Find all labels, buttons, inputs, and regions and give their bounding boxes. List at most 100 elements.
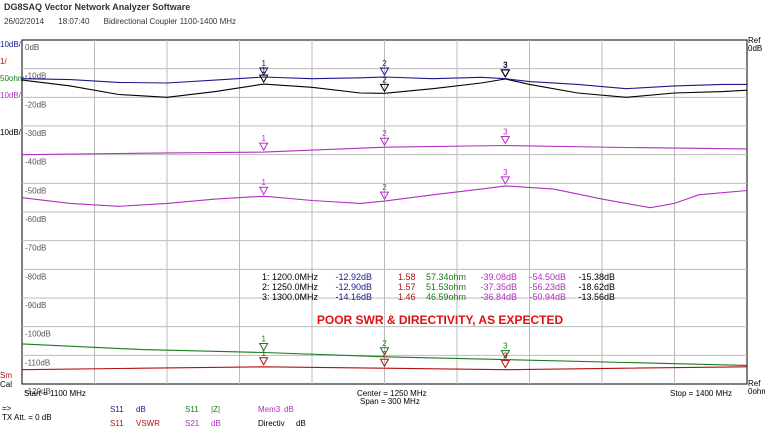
marker-number: 2	[382, 350, 387, 359]
marker-table-cell: 51.53ohm	[426, 282, 466, 292]
marker-triangle	[500, 69, 511, 78]
arrow-indicator: =>	[2, 404, 12, 413]
legend-item[interactable]: S11 |Z|	[185, 405, 220, 414]
marker-number: 1	[261, 349, 266, 358]
ref-value-top: 0dB	[748, 44, 763, 53]
legend-trace-name: S21	[185, 419, 200, 428]
marker-table-cell: -15.38dB	[578, 272, 615, 282]
legend-item[interactable]: S11 dB	[110, 405, 146, 414]
legend-trace-name: Mem3	[258, 405, 281, 414]
marker-number: 3	[503, 168, 508, 177]
y-tick-label: -30dB	[25, 129, 46, 138]
left-scale-label: 1/	[0, 57, 7, 66]
y-tick-label: -80dB	[25, 272, 46, 281]
marker-triangle	[379, 191, 390, 201]
legend-item[interactable]: Mem3 dB	[258, 405, 294, 414]
marker-number: 2	[382, 339, 387, 348]
marker-table-cell: -56.23dB	[529, 282, 566, 292]
marker-table-cell: -18.62dB	[578, 282, 615, 292]
marker-number: 1	[261, 334, 266, 343]
legend-trace-format: dB	[211, 419, 221, 428]
marker-table: 1: 1200.0MHz -12.92dB 1.58 57.34ohm -39.08dB…	[262, 272, 615, 302]
ref-label-bottom: Ref	[748, 379, 761, 388]
y-tick-label: -90dB	[25, 301, 46, 310]
left-bottom-label: Cal	[0, 380, 13, 389]
ref-value-bottom: 0ohm	[748, 387, 765, 396]
trace-line	[21, 185, 748, 209]
legend-item[interactable]: S21 dB	[185, 419, 221, 428]
marker-triangle	[379, 358, 390, 368]
marker-triangle	[500, 69, 511, 78]
marker-triangle	[500, 360, 511, 369]
date-label: 26/02/2014	[4, 17, 45, 26]
y-tick-label: -20dB	[25, 100, 46, 109]
trace-line	[21, 343, 748, 366]
marker-triangle	[379, 137, 390, 147]
marker-table-cell: -14.16dB	[335, 292, 372, 302]
marker-table-cell: 1.58	[398, 272, 416, 282]
marker-number: 1	[261, 134, 266, 143]
marker-number: 3	[503, 127, 508, 136]
y-tick-label: -100dB	[25, 330, 51, 339]
left-scale-label: 10dB/	[0, 40, 21, 49]
left-scale-label: 10dB/	[0, 128, 21, 137]
y-tick-label: -60dB	[25, 215, 46, 224]
legend-item[interactable]: S11 VSWR	[110, 419, 160, 428]
marker-number: 2	[382, 183, 387, 192]
ref-label-top: Ref	[748, 36, 761, 45]
annotation-text: POOR SWR & DIRECTIVITY, AS EXPECTED	[317, 313, 564, 327]
marker-number: 2	[382, 75, 387, 84]
y-tick-label: -40dB	[25, 158, 46, 167]
marker-number: 3	[503, 61, 508, 70]
time-label: 18:07:40	[58, 17, 90, 26]
marker-triangle	[500, 135, 511, 145]
left-scale-label: 50ohm/	[0, 74, 27, 83]
legend-trace-format: dB	[284, 405, 294, 414]
legend-trace-name: Directiv	[258, 419, 285, 428]
subtitle-line: 26/02/2014 18:07:40 Bidirectional Couple…	[4, 17, 248, 26]
span-label: Span = 300 MHz	[360, 397, 420, 406]
marker-table-cell: -36.84dB	[480, 292, 517, 302]
marker-triangle	[258, 342, 269, 352]
marker-triangle	[258, 357, 269, 366]
y-tick-label: -120dB	[25, 387, 51, 396]
marker-number: 3	[503, 61, 508, 70]
legend-item[interactable]: Directiv dB	[258, 419, 306, 428]
marker-number: 1	[261, 66, 266, 75]
marker-table-cell: -39.08dB	[480, 272, 517, 282]
marker-triangle	[379, 67, 390, 76]
legend-trace-name: S11	[110, 419, 124, 428]
marker-triangle	[258, 67, 269, 76]
marker-table-cell: 46.59ohm	[426, 292, 466, 302]
y-tick-label: -70dB	[25, 244, 46, 253]
marker-number: 3	[503, 352, 508, 361]
marker-table-cell: 1.46	[398, 292, 416, 302]
marker-table-cell: -12.92dB	[335, 272, 372, 282]
marker-number: 2	[382, 129, 387, 138]
stop-freq-label: Stop = 1400 MHz	[670, 389, 733, 398]
marker-triangle	[258, 142, 269, 152]
marker-number: 1	[261, 59, 266, 68]
marker-triangle	[258, 74, 269, 84]
marker-table-cell: 1.57	[398, 282, 416, 292]
caption-label: Bidirectional Coupler 1100-1400 MHz	[103, 17, 237, 26]
trace-line	[21, 144, 748, 156]
left-scale-label: 10dB/	[0, 91, 21, 100]
trace-line	[21, 366, 748, 371]
marker-table-cell: -54.50dB	[529, 272, 566, 282]
marker-table-cell: 1: 1200.0MHz	[262, 272, 319, 282]
y-tick-label: -110dB	[25, 358, 50, 367]
legend-trace-format: VSWR	[136, 419, 160, 428]
tx-att-label: TX Att. = 0 dB	[2, 413, 52, 422]
marker-number: 3	[503, 342, 508, 351]
marker-table-cell: -37.35dB	[480, 282, 517, 292]
marker-number: 2	[382, 59, 387, 68]
marker-triangle	[500, 350, 511, 359]
y-tick-label: 0dB	[25, 43, 39, 52]
marker-table-cell: 3: 1300.0MHz	[262, 292, 319, 302]
y-tick-label: -50dB	[25, 186, 46, 195]
y-tick-labels: 0dB -10dB -20dB -30dB -40dB -50dB -60dB -70dB -8…	[25, 43, 51, 396]
traces	[21, 76, 748, 371]
